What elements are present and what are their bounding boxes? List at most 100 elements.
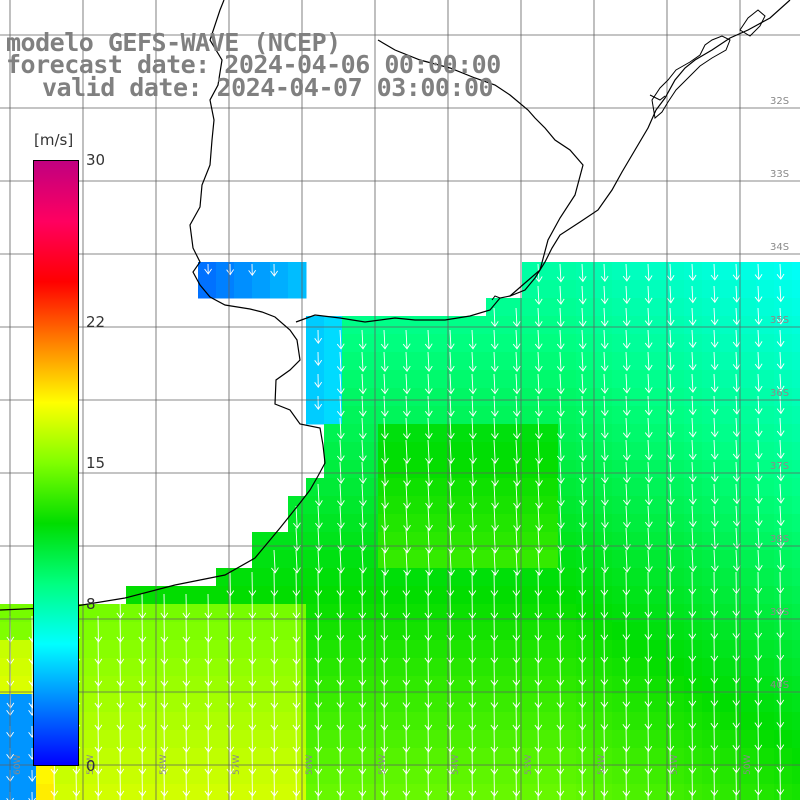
wind-arrow <box>75 791 77 800</box>
wind-speed-cell <box>648 604 667 623</box>
title-forecast-date: forecast date: 2024-04-06 00:00:00 <box>6 50 501 79</box>
colorbar-tick-15: 15 <box>86 454 106 472</box>
wind-speed-cell <box>126 622 145 641</box>
wind-speed-cell <box>468 478 487 497</box>
wind-speed-cell <box>504 622 523 641</box>
wind-speed-cell <box>738 478 757 497</box>
wind-speed-cell <box>396 658 415 677</box>
wind-speed-cell <box>504 334 523 353</box>
wind-speed-cell <box>612 784 631 800</box>
wind-speed-cell <box>432 568 451 587</box>
wind-speed-cell <box>468 532 487 551</box>
wind-speed-cell <box>594 568 613 587</box>
wind-speed-cell <box>0 784 19 800</box>
wind-arrow <box>402 373 411 395</box>
wind-arrow <box>622 439 631 461</box>
wind-speed-cell <box>396 442 415 461</box>
wind-speed-cell <box>234 730 253 749</box>
wind-speed-cell <box>324 658 343 677</box>
wind-speed-cell <box>288 730 307 749</box>
wind-speed-cell <box>288 640 307 659</box>
wind-arrow <box>754 307 763 325</box>
wind-speed-cell <box>540 316 559 335</box>
wind-arrow <box>513 527 521 554</box>
wind-speed-cell <box>360 622 379 641</box>
wind-speed-cell <box>540 298 559 317</box>
wind-speed-cell <box>648 658 667 677</box>
wind-speed-cell <box>342 424 361 443</box>
wind-speed-cell <box>486 730 505 749</box>
wind-speed-cell <box>630 514 649 533</box>
wind-speed-cell <box>504 568 523 587</box>
wind-speed-cell <box>612 496 631 515</box>
wind-arrow <box>776 307 785 325</box>
wind-speed-cell <box>558 316 577 335</box>
wind-speed-cell <box>684 280 703 299</box>
wind-arrow <box>402 329 411 350</box>
wind-speed-cell <box>342 586 361 605</box>
wind-speed-cell <box>648 748 667 767</box>
wind-arrow <box>776 439 785 460</box>
wind-speed-cell <box>306 550 325 569</box>
wind-arrow <box>578 373 587 395</box>
wind-speed-cell <box>720 604 739 623</box>
wind-arrow <box>600 395 609 417</box>
wind-speed-cell <box>396 370 415 389</box>
wind-speed-cell <box>522 280 541 299</box>
wind-speed-cell <box>702 280 721 299</box>
wind-speed-cell <box>792 748 800 767</box>
wind-speed-cell <box>558 676 577 695</box>
wind-speed-cell <box>792 442 800 461</box>
wind-speed-cell <box>180 586 199 605</box>
wind-speed-cell <box>738 586 757 605</box>
wind-speed-cell <box>720 388 739 407</box>
wind-arrow <box>226 263 234 276</box>
wind-speed-cell <box>306 514 325 533</box>
wind-arrow <box>204 263 212 275</box>
wind-speed-cell <box>432 784 451 800</box>
wind-speed-cell <box>252 784 271 800</box>
wind-speed-cell <box>648 352 667 371</box>
wind-arrow <box>381 527 389 554</box>
wind-speed-cell <box>342 604 361 623</box>
wind-speed-cell <box>54 766 73 785</box>
wind-arrow <box>600 417 609 439</box>
wind-speed-cell <box>0 694 19 713</box>
wind-arrow <box>754 329 763 348</box>
wind-speed-cell <box>612 352 631 371</box>
wind-arrow <box>557 461 565 484</box>
wind-speed-cell <box>144 622 163 641</box>
wind-arrow <box>710 549 719 572</box>
wind-speed-cell <box>720 568 739 587</box>
wind-arrow <box>512 417 521 440</box>
wind-speed-cell <box>558 460 577 479</box>
wind-arrow <box>513 483 521 509</box>
wind-speed-cell <box>504 298 523 317</box>
wind-speed-cell <box>558 550 577 569</box>
wind-speed-cell <box>612 460 631 479</box>
wind-arrow <box>339 791 341 800</box>
wind-speed-cell <box>324 694 343 713</box>
wind-speed-cell <box>684 388 703 407</box>
wind-arrow <box>644 439 653 461</box>
wind-arrow <box>644 263 653 282</box>
wind-speed-cell <box>270 640 289 659</box>
wind-speed-cell <box>558 352 577 371</box>
wind-speed-cell <box>342 712 361 731</box>
wind-speed-cell <box>396 766 415 785</box>
wind-arrow <box>535 505 543 532</box>
wind-speed-cell <box>486 298 505 317</box>
wind-speed-cell <box>324 334 343 353</box>
wind-speed-cell <box>252 604 271 623</box>
wind-speed-cell <box>306 586 325 605</box>
wind-speed-cell <box>756 784 775 800</box>
wind-arrow <box>579 505 587 529</box>
wind-speed-cell <box>54 784 73 800</box>
wind-speed-cell <box>468 316 487 335</box>
wind-arrow <box>270 263 279 277</box>
wind-speed-cell <box>252 676 271 695</box>
wind-speed-cell <box>450 424 469 443</box>
wind-speed-cell <box>630 568 649 587</box>
wind-arrow <box>688 395 697 416</box>
wind-speed-cell <box>504 406 523 425</box>
